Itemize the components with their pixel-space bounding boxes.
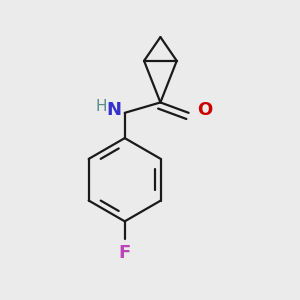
Text: H: H	[95, 99, 107, 114]
Text: N: N	[107, 101, 122, 119]
Text: F: F	[118, 244, 131, 262]
Text: O: O	[197, 101, 212, 119]
